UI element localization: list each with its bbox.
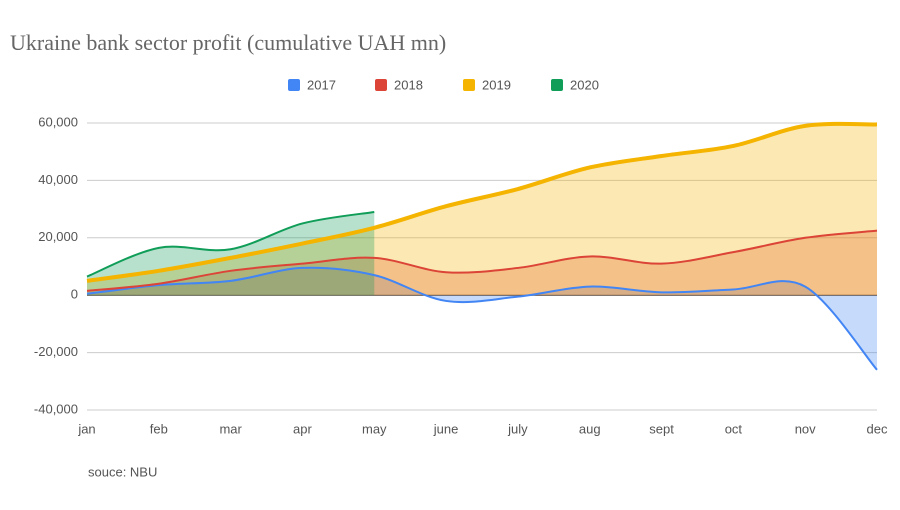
x-tick-label: nov [795, 421, 816, 436]
area [87, 211, 375, 296]
area [87, 267, 877, 370]
x-tick-label: sept [649, 421, 674, 436]
y-tick-label: -40,000 [34, 401, 78, 416]
chart-title: Ukraine bank sector profit (cumulative U… [10, 30, 446, 55]
x-tick-label: apr [293, 421, 312, 436]
area [87, 123, 877, 296]
x-tick-label: feb [150, 421, 168, 436]
x-tick-label: dec [867, 421, 888, 436]
legend-label: 2020 [570, 77, 599, 92]
y-tick-label: 0 [71, 287, 78, 302]
y-tick-label: 20,000 [38, 229, 78, 244]
legend-swatch [463, 79, 475, 91]
y-tick-label: 40,000 [38, 172, 78, 187]
legend-label: 2017 [307, 77, 336, 92]
x-tick-label: mar [219, 421, 242, 436]
x-tick-label: aug [579, 421, 601, 436]
x-tick-label: july [507, 421, 528, 436]
line [86, 210, 375, 278]
x-tick-label: oct [725, 421, 743, 436]
y-tick-label: 60,000 [38, 114, 78, 129]
legend-label: 2019 [482, 77, 511, 92]
area [87, 230, 877, 296]
legend-swatch [551, 79, 563, 91]
x-tick-label: may [362, 421, 387, 436]
legend-swatch [375, 79, 387, 91]
source-note: souce: NBU [88, 464, 157, 479]
legend-swatch [288, 79, 300, 91]
legend-label: 2018 [394, 77, 423, 92]
x-tick-label: jan [77, 421, 95, 436]
x-tick-label: june [433, 421, 459, 436]
y-tick-label: -20,000 [34, 344, 78, 359]
line [86, 266, 878, 371]
line [86, 229, 878, 292]
line [86, 121, 878, 283]
